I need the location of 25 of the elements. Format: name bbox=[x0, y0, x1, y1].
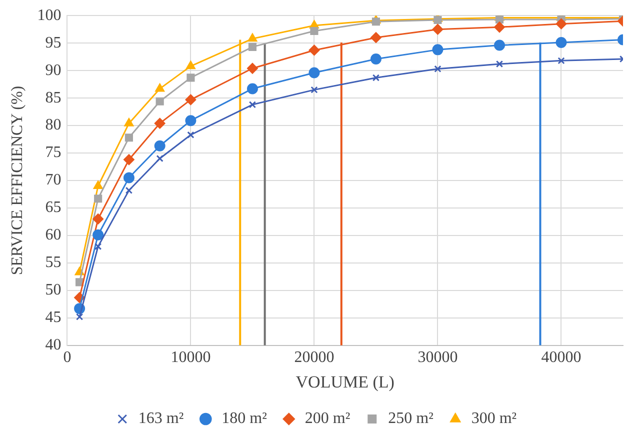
x-tick-label: 30000 bbox=[418, 349, 458, 366]
y-tick-label: 45 bbox=[45, 309, 62, 326]
y-tick-label: 100 bbox=[37, 6, 62, 24]
y-tick-label: 80 bbox=[45, 116, 62, 134]
x-tick-label: 20000 bbox=[294, 349, 334, 366]
legend-label: 200 m² bbox=[304, 410, 350, 428]
legend-label: 180 m² bbox=[222, 410, 268, 428]
y-axis-title: SERVICE EFFICIENCY (%) bbox=[8, 86, 26, 276]
legend-label: 163 m² bbox=[138, 410, 184, 428]
x-tick-label: 10000 bbox=[170, 349, 211, 366]
x-axis-title: VOLUME (L) bbox=[296, 372, 394, 392]
y-tick-label: 55 bbox=[45, 254, 62, 272]
y-tick-label: 70 bbox=[45, 172, 62, 189]
legend-label: 250 m² bbox=[388, 410, 434, 428]
y-tick-label: 40 bbox=[45, 336, 62, 354]
y-tick-label: 95 bbox=[45, 34, 62, 52]
legend-label: 300 m² bbox=[471, 410, 517, 428]
y-tick-label: 85 bbox=[45, 89, 62, 106]
y-tick-label: 50 bbox=[45, 282, 62, 299]
y-tick-label: 90 bbox=[45, 62, 62, 79]
x-tick-label: 40000 bbox=[541, 349, 582, 366]
y-tick-label: 60 bbox=[45, 226, 62, 244]
y-tick-label: 75 bbox=[45, 144, 62, 162]
y-tick-label: 65 bbox=[45, 199, 62, 216]
x-tick-label: 0 bbox=[63, 349, 72, 366]
